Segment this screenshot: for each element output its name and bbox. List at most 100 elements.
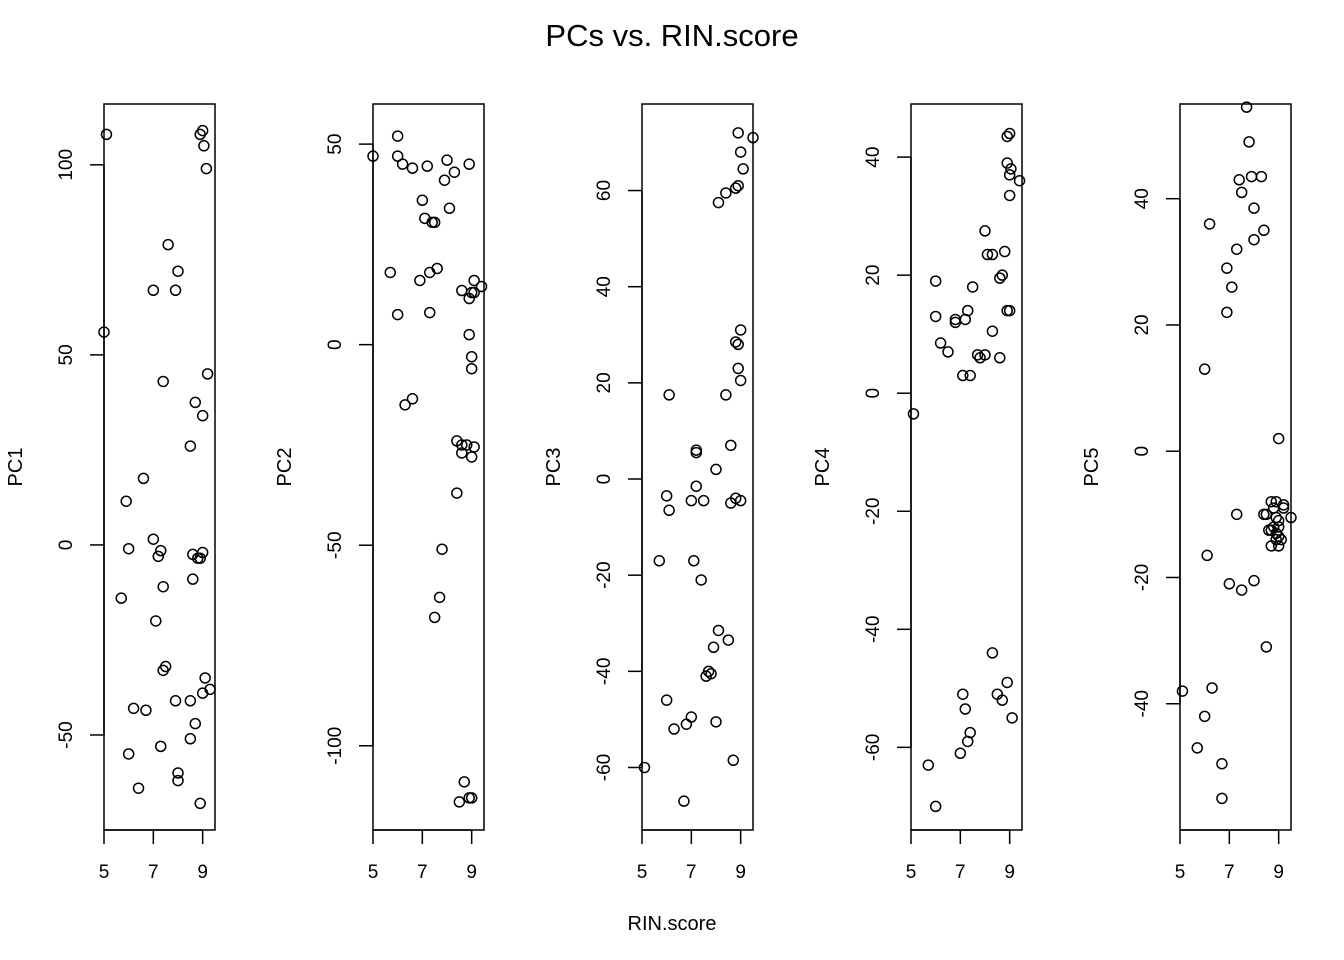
y-tick-label: -60: [863, 734, 884, 761]
data-point: [653, 555, 666, 567]
y-axis-label: PC1: [5, 448, 27, 487]
y-tick-label: -20: [1132, 564, 1153, 591]
data-point: [406, 393, 419, 405]
data-point: [1235, 584, 1248, 596]
data-point: [433, 591, 446, 604]
data-point: [463, 292, 475, 305]
data-point: [115, 592, 128, 604]
data-point: [1206, 682, 1218, 694]
data-point: [690, 446, 703, 459]
data-point: [725, 439, 737, 452]
data-point: [1001, 676, 1013, 689]
plot-frame: [1179, 103, 1292, 831]
panel-3: 5 7 9 -60 -40 -20 0 20 40 60 PC3: [543, 103, 759, 883]
data-point: [441, 154, 453, 166]
data-point: [451, 487, 463, 499]
data-point: [934, 337, 947, 349]
data-point: [1285, 511, 1297, 524]
x-tick-label: 9: [1273, 862, 1284, 883]
y-tick-label: 20: [863, 265, 884, 286]
data-point: [154, 740, 167, 753]
data-point: [732, 127, 744, 139]
plot-frame: [372, 103, 485, 831]
y-tick-label: 0: [325, 339, 346, 350]
y-tick-label: -50: [325, 531, 346, 558]
data-point: [737, 163, 749, 175]
x-tick-label: 9: [197, 862, 208, 883]
y-tick-label: 0: [863, 388, 884, 399]
y-tick-label: 40: [594, 276, 615, 297]
data-point: [194, 128, 206, 141]
data-point: [1248, 574, 1260, 587]
y-tick-label: -60: [594, 754, 615, 781]
data-point: [154, 544, 167, 557]
data-point: [732, 338, 744, 351]
data-point: [423, 266, 436, 279]
data-point: [194, 552, 206, 564]
data-point: [436, 543, 448, 555]
panel-2: 5 7 9 -100 -50 0 50 PC2: [274, 103, 488, 883]
y-tick-label: 20: [1132, 314, 1153, 335]
data-point: [1258, 508, 1270, 521]
data-point: [1272, 530, 1285, 543]
data-point: [949, 316, 962, 329]
data-point: [1265, 540, 1278, 552]
data-point: [448, 166, 461, 178]
y-tick-label: 50: [325, 134, 346, 155]
data-point: [732, 179, 744, 192]
data-point: [140, 704, 152, 717]
data-point: [120, 495, 132, 507]
data-point: [391, 130, 404, 142]
data-point: [384, 266, 397, 279]
data-point: [697, 494, 710, 507]
data-point: [680, 718, 693, 730]
plot-frame: [641, 103, 754, 831]
data-point: [922, 759, 935, 771]
data-point: [1265, 495, 1278, 508]
data-point: [1277, 502, 1290, 514]
data-point: [1226, 281, 1238, 293]
x-tick-label: 7: [148, 862, 159, 883]
data-point: [929, 800, 942, 813]
panel-4: 5 7 9 -60 -40 -20 0 20 40 PC4: [812, 103, 1026, 883]
data-point: [690, 444, 703, 456]
data-point: [456, 284, 468, 297]
data-point: [122, 748, 135, 760]
data-point: [1198, 363, 1211, 375]
data-point: [152, 550, 165, 563]
x-tick-label: 9: [735, 862, 746, 883]
data-point: [660, 490, 673, 502]
data-point: [705, 667, 717, 680]
data-point: [907, 408, 920, 420]
data-point: [994, 272, 1006, 284]
data-point: [929, 310, 942, 323]
data-point: [465, 350, 478, 363]
x-tick-label: 5: [1175, 862, 1186, 883]
data-point: [463, 328, 475, 341]
data-point: [1216, 757, 1228, 770]
data-point: [734, 494, 747, 507]
data-point: [663, 504, 675, 517]
x-tick-label: 7: [1224, 862, 1235, 883]
y-tick-label: 100: [56, 149, 77, 181]
data-point: [685, 711, 698, 723]
data-point: [959, 313, 972, 326]
data-point: [1230, 508, 1243, 521]
data-point: [200, 162, 213, 175]
data-point: [157, 580, 169, 593]
data-point: [1201, 549, 1213, 562]
data-point: [414, 274, 426, 287]
data-point: [98, 326, 110, 338]
data-point: [1198, 710, 1211, 723]
data-point: [710, 716, 722, 728]
x-tick-label: 9: [466, 862, 477, 883]
x-tick-label: 9: [1004, 862, 1015, 883]
x-tick-label: 7: [686, 862, 697, 883]
data-point: [475, 280, 488, 293]
data-point: [416, 194, 429, 207]
data-point: [396, 158, 409, 170]
data-point: [100, 128, 113, 141]
data-point: [198, 140, 210, 152]
data-point: [957, 369, 969, 382]
